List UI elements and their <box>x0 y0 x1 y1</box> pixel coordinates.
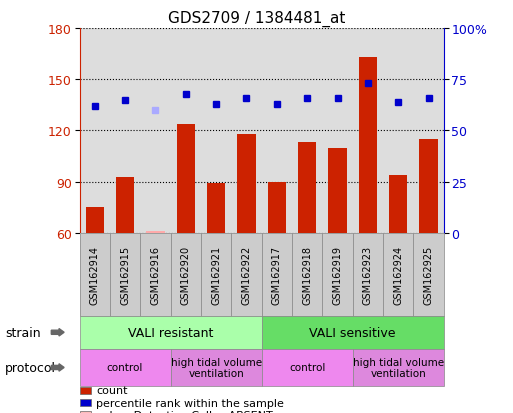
Bar <box>359 58 377 233</box>
Text: GSM162917: GSM162917 <box>272 245 282 304</box>
Text: control: control <box>289 363 325 373</box>
Text: GSM162921: GSM162921 <box>211 245 221 304</box>
Bar <box>207 184 225 233</box>
Text: value, Detection Call = ABSENT: value, Detection Call = ABSENT <box>96 410 273 413</box>
Bar <box>420 140 438 233</box>
Text: percentile rank within the sample: percentile rank within the sample <box>96 398 284 408</box>
Text: GDS2709 / 1384481_at: GDS2709 / 1384481_at <box>168 10 345 26</box>
Text: GSM162918: GSM162918 <box>302 245 312 304</box>
Text: GSM162923: GSM162923 <box>363 245 373 304</box>
Text: count: count <box>96 385 127 395</box>
Text: VALI resistant: VALI resistant <box>128 326 213 339</box>
Bar <box>389 176 407 233</box>
Text: strain: strain <box>5 326 41 339</box>
Bar <box>116 177 134 233</box>
Text: GSM162920: GSM162920 <box>181 245 191 304</box>
Text: GSM162922: GSM162922 <box>242 245 251 304</box>
Bar <box>298 143 316 233</box>
Bar <box>268 182 286 233</box>
Bar <box>328 148 347 233</box>
Bar <box>176 124 195 233</box>
Text: high tidal volume
ventilation: high tidal volume ventilation <box>170 357 262 378</box>
Text: GSM162914: GSM162914 <box>90 245 100 304</box>
Text: GSM162924: GSM162924 <box>393 245 403 304</box>
Text: high tidal volume
ventilation: high tidal volume ventilation <box>352 357 444 378</box>
Bar <box>146 232 165 233</box>
Text: GSM162916: GSM162916 <box>150 245 161 304</box>
Text: GSM162919: GSM162919 <box>332 245 343 304</box>
Text: control: control <box>107 363 143 373</box>
Bar <box>86 208 104 233</box>
Text: VALI sensitive: VALI sensitive <box>309 326 396 339</box>
Bar <box>238 135 255 233</box>
Text: GSM162925: GSM162925 <box>424 245 433 304</box>
Text: protocol: protocol <box>5 361 56 374</box>
Text: GSM162915: GSM162915 <box>120 245 130 304</box>
